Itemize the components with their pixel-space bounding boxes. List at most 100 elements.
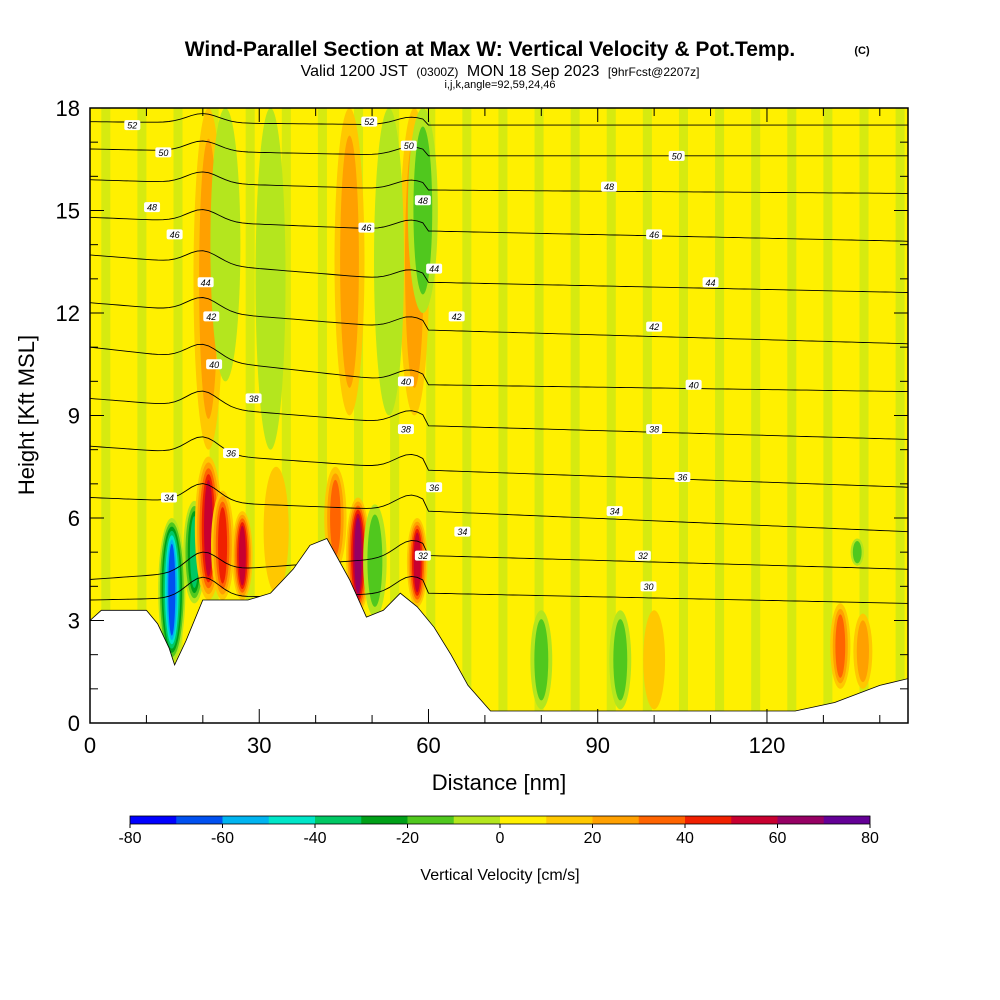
field-streak: [155, 108, 165, 723]
contour-label: 36: [223, 448, 240, 459]
contour-label: 52: [361, 116, 378, 127]
contour-label-bg: [426, 263, 443, 274]
w-feature: [238, 525, 246, 586]
contour-label-text: 32: [638, 551, 648, 561]
contour-label-bg: [361, 116, 378, 127]
field-streak: [173, 108, 183, 723]
contour-label-text: 46: [361, 223, 371, 233]
contour-label: 52: [124, 120, 141, 131]
w-feature: [643, 610, 666, 710]
contour-label-bg: [601, 181, 618, 192]
contour-label-text: 44: [201, 278, 211, 288]
field-streak: [859, 108, 869, 723]
field-streak: [245, 108, 255, 723]
colorbar-swatch: [361, 816, 408, 824]
contour-label-bg: [166, 229, 183, 240]
w-feature: [413, 126, 433, 295]
isentrope-46: [90, 209, 908, 242]
field-streak: [101, 108, 111, 723]
contour-label-text: 44: [706, 278, 716, 288]
contour-label: 50: [155, 147, 172, 158]
contour-label-text: 50: [158, 148, 168, 158]
field-streak: [642, 108, 652, 723]
contour-label: 34: [606, 506, 623, 517]
colorbar-swatch: [592, 816, 640, 824]
contour-label: 42: [646, 321, 663, 332]
colorbar-tick-label: 40: [676, 830, 694, 847]
contour-label: 34: [454, 526, 471, 537]
contour-label-text: 52: [364, 117, 374, 127]
contour-label-text: 34: [164, 493, 174, 503]
contour-label: 36: [426, 482, 443, 493]
colorbar-swatch: [546, 816, 593, 824]
contour-label-text: 38: [649, 425, 659, 435]
y-tick-label: 0: [68, 711, 80, 736]
contour-label-bg: [397, 376, 414, 387]
isentrope-30: [90, 575, 908, 604]
contour-label-bg: [397, 424, 414, 435]
field-streak: [588, 108, 598, 723]
chart-title: Wind-Parallel Section at Max W: Vertical…: [185, 38, 796, 61]
field-streak: [191, 108, 201, 723]
field-streak: [805, 108, 815, 723]
contour-label-text: 48: [604, 182, 614, 192]
contour-label: 48: [601, 181, 618, 192]
isentrope-34: [90, 483, 908, 533]
field-streak: [823, 108, 833, 723]
contour-label-bg: [400, 140, 417, 151]
contour-label-text: 50: [672, 151, 682, 161]
contour-label-bg: [646, 321, 663, 332]
isentrope-32: [90, 540, 908, 580]
field-streak: [516, 108, 526, 723]
y-tick-label: 3: [68, 609, 80, 634]
isentrope-50: [90, 140, 908, 157]
w-feature: [218, 507, 228, 584]
contour-label-text: 52: [127, 121, 137, 131]
contour-label-text: 32: [418, 551, 428, 561]
contour-label-bg: [426, 482, 443, 493]
isentrope-40: [90, 343, 908, 393]
field-streak: [480, 108, 490, 723]
field-streak: [769, 108, 779, 723]
contour-label-text: 34: [457, 527, 467, 537]
field-streak: [335, 108, 345, 723]
isentrope-38: [90, 390, 908, 440]
w-feature: [168, 543, 176, 636]
w-feature: [856, 620, 869, 683]
w-feature: [354, 517, 362, 594]
w-feature: [835, 614, 846, 678]
contour-label-bg: [646, 229, 663, 240]
y-tick-label: 15: [56, 199, 80, 224]
colorbar-swatch: [453, 816, 501, 824]
contour-label: 42: [448, 311, 465, 322]
isentrope-44: [90, 250, 908, 293]
field-streak: [372, 108, 382, 723]
contour-label-text: 36: [429, 483, 439, 493]
w-feature: [340, 135, 359, 388]
contour-label-text: 50: [404, 141, 414, 151]
field-streak: [877, 108, 887, 723]
w-feature: [210, 108, 241, 382]
field-streak: [678, 108, 688, 723]
field-streak: [317, 108, 327, 723]
y-tick-label: 12: [56, 301, 80, 326]
field-streak: [462, 108, 472, 723]
colorbar-tick-label: -20: [396, 830, 419, 847]
contour-label: 48: [144, 202, 161, 213]
field-streak: [841, 108, 851, 723]
colorbar: -80 -60 -40 -20 0 20 40 60 80: [118, 815, 879, 847]
contour-label: 34: [160, 492, 177, 503]
contour-label-bg: [685, 379, 702, 390]
field-streak: [552, 108, 562, 723]
contour-label: 46: [358, 222, 375, 233]
contour-label-text: 46: [649, 230, 659, 240]
y-tick-label: 6: [68, 506, 80, 531]
contour-label: 30: [640, 581, 657, 592]
field-streak: [624, 108, 634, 723]
contour-label: 38: [245, 393, 262, 404]
w-feature: [534, 619, 549, 701]
chart-subtitle: Valid 1200 JST (0300Z) MON 18 Sep 2023 […: [301, 63, 700, 80]
isentrope-42: [90, 297, 908, 345]
copyright-mark: (C): [854, 45, 870, 57]
